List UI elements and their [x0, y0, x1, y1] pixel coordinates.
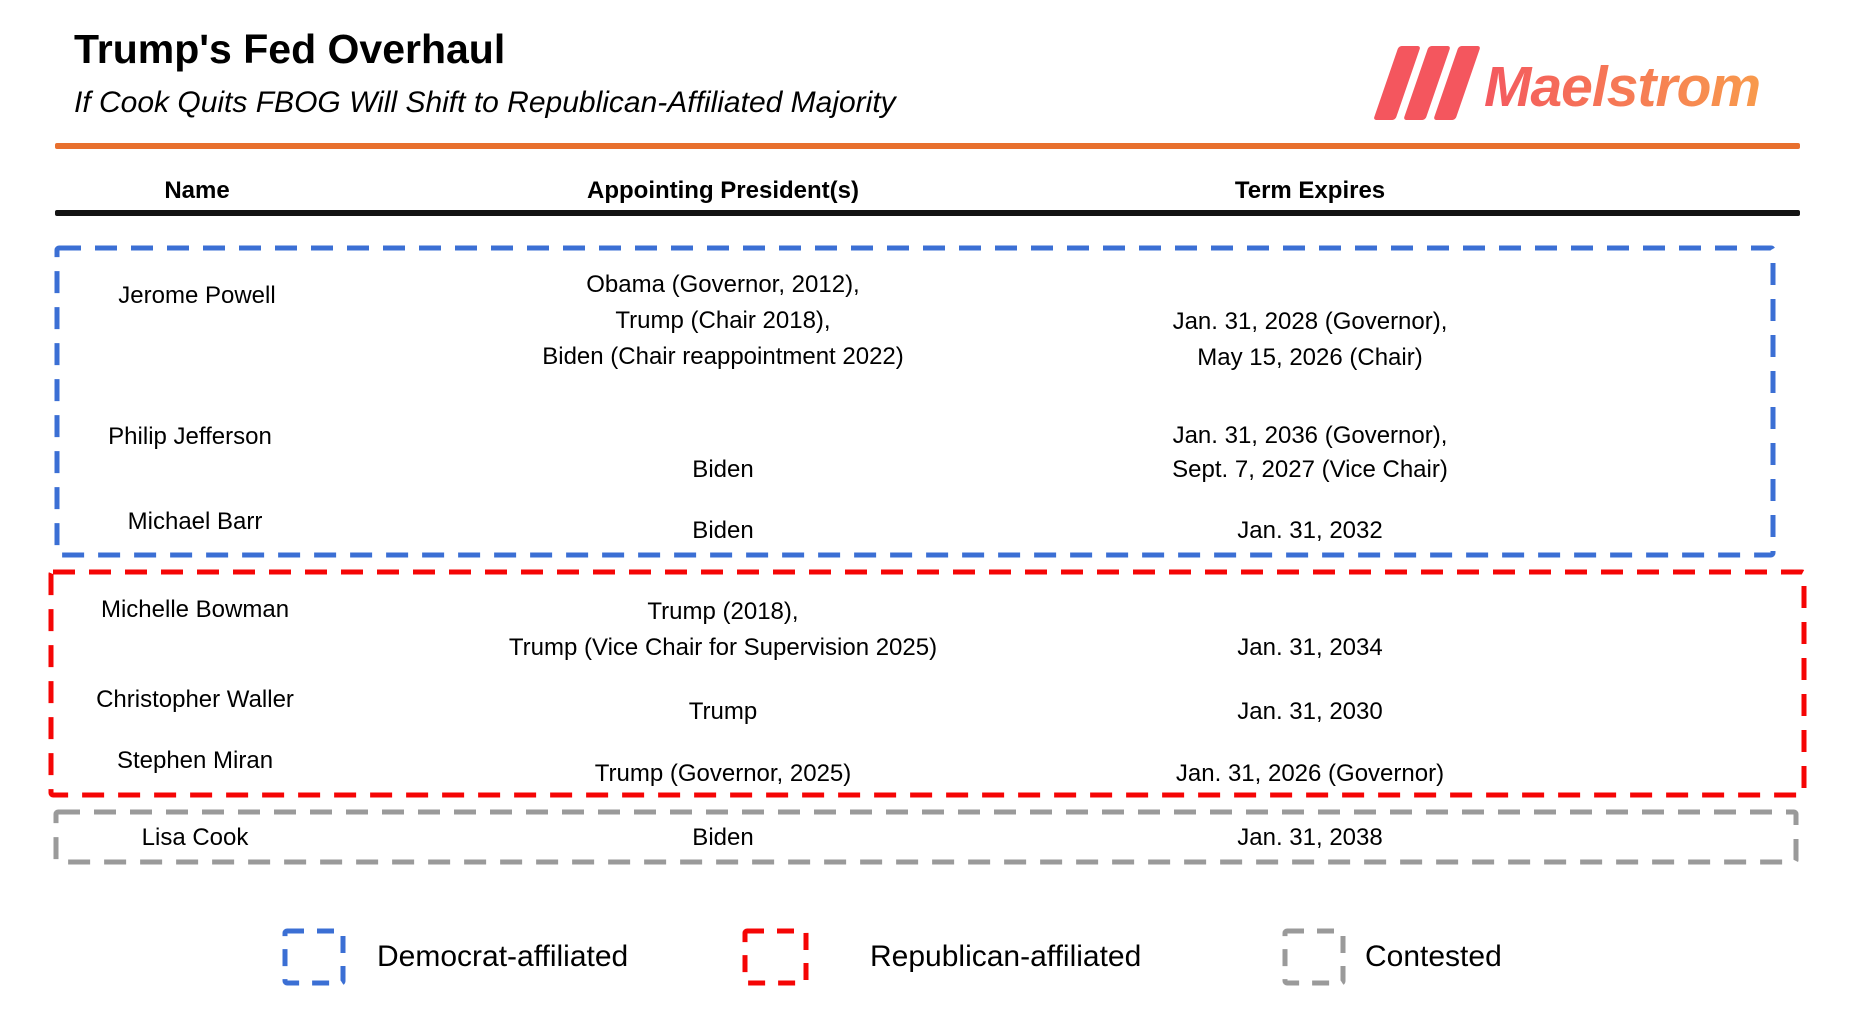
legend-label-democrat: Democrat-affiliated	[377, 940, 629, 973]
cell-term: Jan. 31, 2032	[1237, 517, 1383, 544]
orange-divider	[55, 143, 1800, 149]
cell-term: Jan. 31, 2028 (Governor), May 15, 2026 (…	[1172, 308, 1448, 371]
cell-term: Jan. 31, 2036 (Governor), Sept. 7, 2027 …	[1172, 422, 1448, 483]
cell-name: Christopher Waller	[96, 686, 294, 713]
cell-appointing: Trump (Governor, 2025)	[594, 760, 852, 787]
page-title: Trump's Fed Overhaul	[74, 26, 506, 72]
cell-term: Jan. 31, 2038	[1237, 824, 1383, 851]
legend-swatch-republican	[742, 928, 809, 986]
cell-appointing: Obama (Governor, 2012), Trump (Chair 201…	[542, 271, 904, 370]
page-subtitle: If Cook Quits FBOG Will Shift to Republi…	[74, 86, 896, 119]
legend-label-contested: Contested	[1365, 940, 1502, 973]
cell-appointing: Biden	[692, 517, 754, 544]
cell-appointing: Trump (2018), Trump (Vice Chair for Supe…	[508, 598, 938, 661]
legend-swatch-contested	[1282, 928, 1346, 986]
contested-group-box	[53, 809, 1799, 865]
cell-term: Jan. 31, 2034	[1237, 634, 1383, 661]
legend-label-republican: Republican-affiliated	[870, 940, 1142, 973]
column-header-appointing: Appointing President(s)	[587, 177, 859, 204]
cell-appointing: Biden	[692, 456, 754, 483]
cell-name: Philip Jefferson	[108, 423, 272, 450]
cell-term: Jan. 31, 2030	[1237, 698, 1383, 725]
cell-name: Michael Barr	[127, 508, 263, 535]
brand-name: Maelstrom	[1484, 55, 1761, 119]
legend-swatch-democrat	[282, 928, 346, 986]
cell-name: Jerome Powell	[118, 282, 276, 309]
cell-appointing: Biden	[692, 824, 754, 851]
column-header-term: Term Expires	[1234, 177, 1386, 204]
democrat-group-box	[54, 245, 1776, 558]
cell-appointing: Trump	[688, 698, 758, 725]
cell-term: Jan. 31, 2026 (Governor)	[1175, 760, 1445, 787]
cell-name: Michelle Bowman	[100, 596, 290, 623]
cell-name: Stephen Miran	[116, 747, 274, 774]
header-divider	[55, 210, 1800, 216]
column-header-name: Name	[164, 177, 230, 204]
cell-name: Lisa Cook	[141, 824, 249, 851]
